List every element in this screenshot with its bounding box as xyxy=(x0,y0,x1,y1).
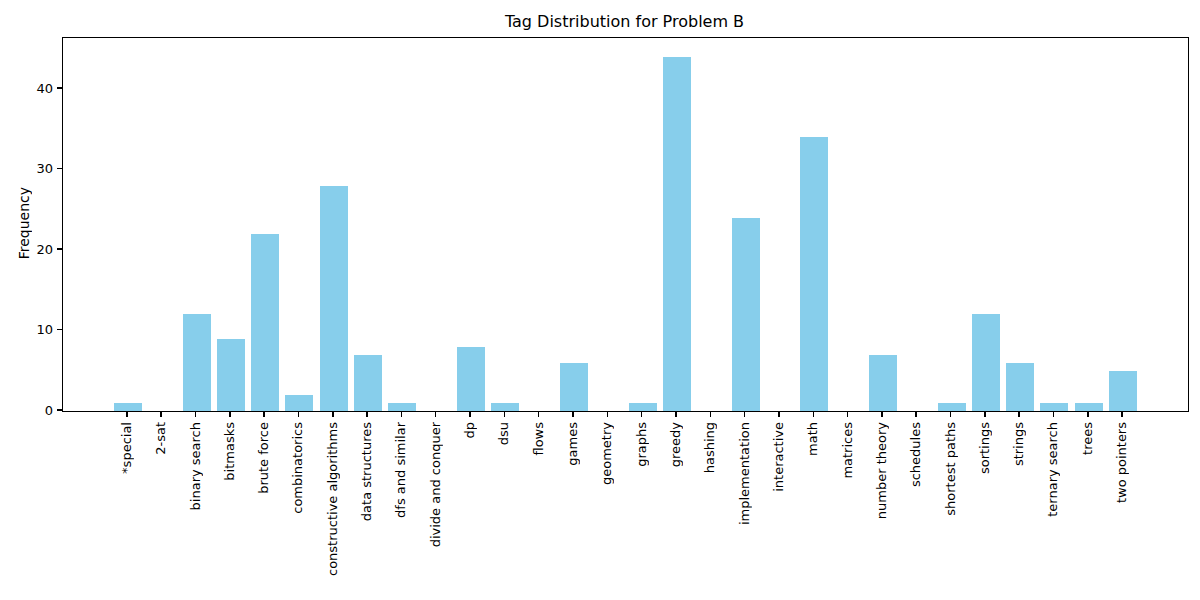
x-tick-mark xyxy=(847,412,849,417)
x-tick-mark xyxy=(950,412,952,417)
y-tick-label: 0 xyxy=(13,404,53,417)
x-tick-label: dp xyxy=(463,422,477,439)
y-tick-label: 30 xyxy=(13,162,53,175)
x-tick-mark xyxy=(160,412,162,417)
x-tick-label: data structures xyxy=(360,422,374,521)
x-tick-mark xyxy=(298,412,300,417)
x-tick-mark xyxy=(538,412,540,417)
x-tick-label: *special xyxy=(120,422,134,474)
x-tick-mark xyxy=(366,412,368,417)
bar-brute-force xyxy=(251,234,279,411)
bars-layer xyxy=(63,38,1188,411)
plot-area xyxy=(62,37,1189,412)
bar-greedy xyxy=(663,57,691,411)
x-tick-label: constructive algorithms xyxy=(326,422,340,576)
x-tick-mark xyxy=(641,412,643,417)
bar-combinatorics xyxy=(285,395,313,411)
x-tick-label: hashing xyxy=(703,422,717,473)
y-tick-mark xyxy=(57,87,62,89)
x-tick-label: brute force xyxy=(257,422,271,494)
x-tick-label: interactive xyxy=(772,422,786,492)
bar-graphs xyxy=(629,403,657,411)
x-tick-label: 2-sat xyxy=(154,422,168,455)
x-tick-mark xyxy=(710,412,712,417)
bar-bitmasks xyxy=(217,339,245,411)
x-tick-label: strings xyxy=(1012,422,1026,466)
bar-dfs-and-similar xyxy=(388,403,416,411)
x-tick-mark xyxy=(778,412,780,417)
bar-chart-figure: Tag Distribution for Problem B Frequency… xyxy=(0,0,1200,600)
bar--special xyxy=(114,403,142,411)
x-tick-mark xyxy=(504,412,506,417)
x-tick-label: math xyxy=(806,422,820,456)
x-tick-label: dsu xyxy=(497,422,511,445)
chart-title: Tag Distribution for Problem B xyxy=(62,12,1187,31)
x-tick-mark xyxy=(401,412,403,417)
bar-trees xyxy=(1075,403,1103,411)
x-tick-mark xyxy=(607,412,609,417)
bar-dp xyxy=(457,347,485,411)
x-tick-label: geometry xyxy=(600,422,614,485)
bar-binary-search xyxy=(183,314,211,411)
x-tick-mark xyxy=(984,412,986,417)
bar-games xyxy=(560,363,588,411)
x-tick-mark xyxy=(195,412,197,417)
x-tick-mark xyxy=(126,412,128,417)
bar-shortest-paths xyxy=(938,403,966,411)
x-tick-label: sortings xyxy=(978,422,992,474)
x-tick-label: divide and conquer xyxy=(429,422,443,547)
bar-number-theory xyxy=(869,355,897,411)
x-tick-label: two pointers xyxy=(1115,422,1129,503)
bar-ternary-search xyxy=(1040,403,1068,411)
x-tick-label: dfs and similar xyxy=(394,422,408,518)
x-tick-label: combinatorics xyxy=(291,422,305,514)
x-tick-label: schedules xyxy=(909,422,923,487)
x-tick-label: graphs xyxy=(635,422,649,467)
x-tick-mark xyxy=(1053,412,1055,417)
y-tick-mark xyxy=(57,329,62,331)
x-tick-label: number theory xyxy=(875,422,889,519)
bar-constructive-algorithms xyxy=(320,186,348,411)
bar-data-structures xyxy=(354,355,382,411)
bar-implementation xyxy=(732,218,760,411)
x-tick-mark xyxy=(263,412,265,417)
x-tick-label: implementation xyxy=(738,422,752,525)
bar-strings xyxy=(1006,363,1034,411)
y-tick-label: 40 xyxy=(13,82,53,95)
x-tick-mark xyxy=(572,412,574,417)
x-tick-label: matrices xyxy=(841,422,855,479)
x-tick-mark xyxy=(1018,412,1020,417)
bar-math xyxy=(800,137,828,411)
y-tick-mark xyxy=(57,248,62,250)
y-tick-label: 10 xyxy=(13,323,53,336)
bar-two-pointers xyxy=(1109,371,1137,411)
x-tick-mark xyxy=(675,412,677,417)
bar-sortings xyxy=(972,314,1000,411)
x-tick-mark xyxy=(1121,412,1123,417)
x-tick-mark xyxy=(744,412,746,417)
x-tick-label: binary search xyxy=(189,422,203,510)
x-tick-mark xyxy=(229,412,231,417)
y-tick-mark xyxy=(57,168,62,170)
y-tick-mark xyxy=(57,409,62,411)
x-tick-mark xyxy=(332,412,334,417)
x-tick-mark xyxy=(915,412,917,417)
x-tick-mark xyxy=(1087,412,1089,417)
x-tick-label: games xyxy=(566,422,580,466)
x-tick-mark xyxy=(881,412,883,417)
x-tick-label: trees xyxy=(1081,422,1095,455)
x-tick-mark xyxy=(435,412,437,417)
x-tick-label: flows xyxy=(532,422,546,456)
y-tick-label: 20 xyxy=(13,243,53,256)
x-tick-label: shortest paths xyxy=(944,422,958,516)
x-tick-mark xyxy=(813,412,815,417)
x-tick-mark xyxy=(469,412,471,417)
x-tick-label: bitmasks xyxy=(223,422,237,481)
x-tick-label: ternary search xyxy=(1046,422,1060,517)
bar-dsu xyxy=(491,403,519,411)
x-tick-label: greedy xyxy=(669,422,683,467)
